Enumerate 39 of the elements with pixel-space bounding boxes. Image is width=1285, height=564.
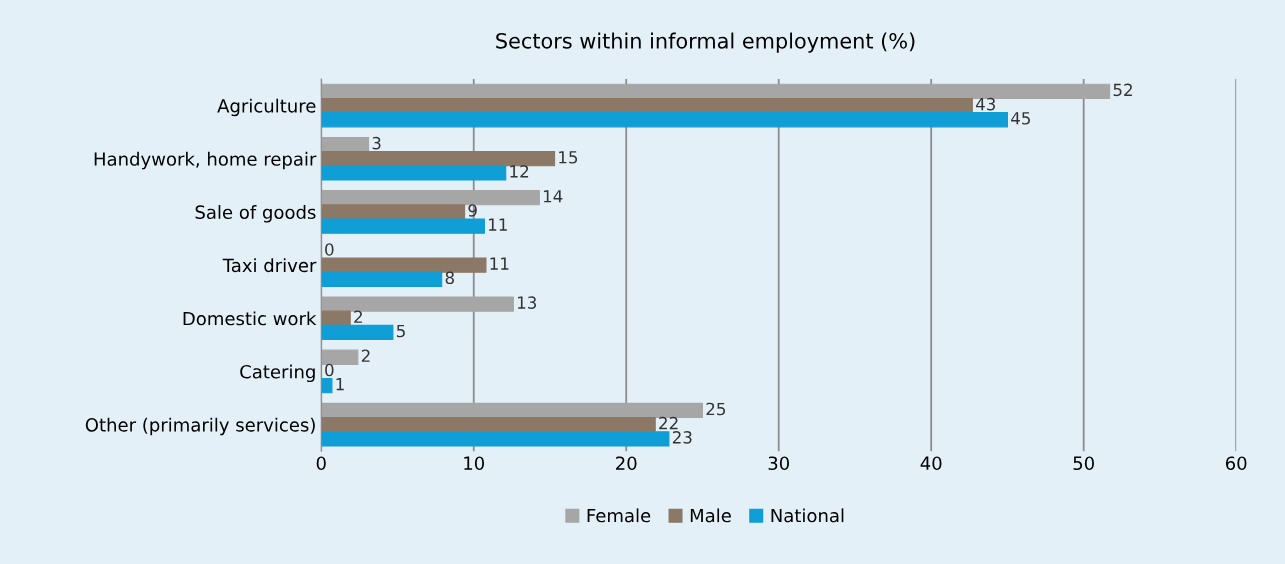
y-tick-label: Catering xyxy=(240,364,315,383)
data-label: 0 xyxy=(325,363,334,377)
data-label: 13 xyxy=(517,296,537,309)
y-tick-label: Other (primarily services) xyxy=(85,417,315,436)
legend-label: Male xyxy=(690,508,731,523)
data-label: 2 xyxy=(361,349,370,362)
y-tick-label: Sale of goods xyxy=(195,205,316,223)
data-label: 12 xyxy=(510,165,529,178)
data-label: 25 xyxy=(706,402,725,416)
data-label: 1 xyxy=(336,378,344,391)
data-label: 11 xyxy=(490,257,509,270)
data-label: 45 xyxy=(1011,112,1030,125)
data-label: 8 xyxy=(445,271,454,285)
chart-title: Sectors within informal employment (%) xyxy=(496,32,915,53)
y-tick-label: Taxi driver xyxy=(222,258,317,273)
y-tick-label: Handywork, home repair xyxy=(94,151,317,170)
data-label: 52 xyxy=(1113,83,1132,97)
data-label: 43 xyxy=(975,97,996,111)
data-label: 14 xyxy=(543,190,563,203)
data-label: 15 xyxy=(559,151,578,164)
data-label: 3 xyxy=(372,136,381,150)
data-label: 22 xyxy=(659,416,678,430)
y-tick-label: Domestic work xyxy=(183,311,317,326)
data-label: 5 xyxy=(396,324,405,338)
x-tick-label: 50 xyxy=(1073,456,1094,471)
data-label: 11 xyxy=(489,218,507,231)
y-tick-label: Agriculture xyxy=(217,98,316,117)
data-label: 2 xyxy=(354,310,362,323)
x-tick-label: 0 xyxy=(316,456,326,471)
x-tick-label: 60 xyxy=(1225,456,1247,471)
x-tick-label: 40 xyxy=(920,456,942,471)
legend-label: Female xyxy=(587,508,651,523)
x-tick-label: 20 xyxy=(616,456,637,471)
data-label: 9 xyxy=(468,204,477,217)
data-label: 23 xyxy=(672,431,692,444)
x-tick-label: 10 xyxy=(464,456,485,471)
x-tick-label: 30 xyxy=(768,456,789,471)
data-label: 0 xyxy=(325,243,334,256)
legend-label: National xyxy=(771,508,844,523)
